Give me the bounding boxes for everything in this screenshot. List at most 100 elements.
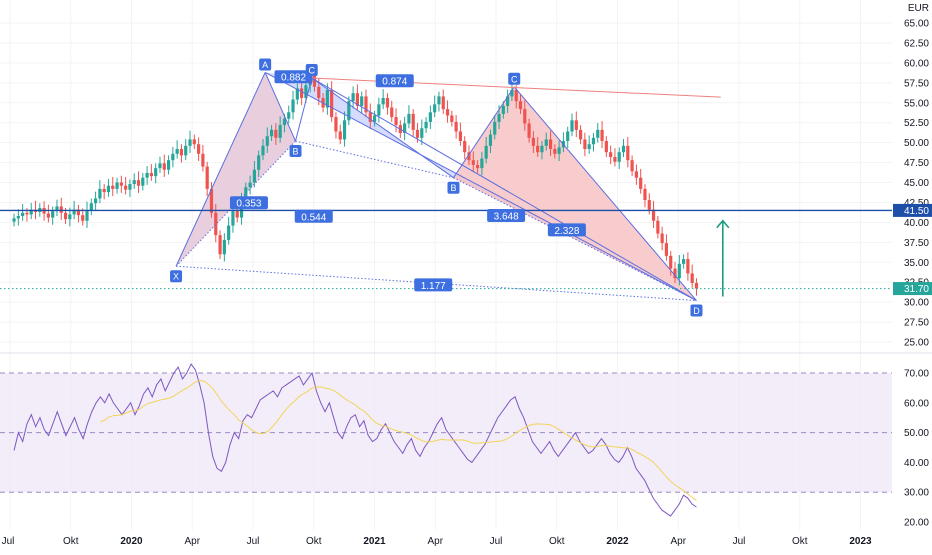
candle-body [227,225,231,240]
candle-body [166,160,171,170]
point-label: B [450,183,456,193]
candle-body [119,182,123,186]
pattern-ratio-line [176,265,697,302]
last-price-label: 31.70 [904,284,929,295]
pattern-leg-line [453,86,515,178]
price-tick-label: 57.50 [904,78,929,89]
time-tick-label: 2020 [120,536,143,547]
ratio-label-box [229,196,268,210]
candle-body [162,163,166,170]
candle-body [621,145,626,153]
candle-body [239,201,244,218]
candle-body [536,145,540,153]
candle-body [475,164,480,169]
time-tick-label: Jul [247,536,260,547]
candle-body [209,188,214,213]
candle-body [111,185,115,189]
candle-body [411,113,415,130]
ratio-label: 0.353 [236,199,261,210]
candle-body [93,198,98,204]
time-tick-label: Apr [184,536,200,547]
candle-body [265,136,269,146]
candle-body [63,212,68,220]
candle-body [415,129,420,138]
candle-body [325,89,329,108]
candle-body [85,210,89,221]
candle-body [484,145,488,159]
rsi-tick-label: 20.00 [904,518,929,529]
candle-body [660,233,664,244]
price-tick-label: 45.00 [904,178,929,189]
point-label: C [511,74,518,84]
candle-body [390,107,394,118]
candle-body [531,137,535,146]
ratio-label: 3.648 [494,211,519,222]
candle-body [450,115,454,122]
candle-body [274,129,278,138]
candle-body [291,99,295,113]
candle-body [338,131,342,140]
price-tick-label: 25.00 [904,338,929,349]
candle-body [68,214,72,220]
candle-body [578,129,583,140]
candle-body [248,182,252,188]
ratio-label-box [547,223,586,237]
time-axis: Jul Okt 2020 Apr Jul Okt 2021 Apr Jul Okt 2022 Apr J… [2,536,872,547]
candle-body [574,120,578,130]
price-tick-label: 30.00 [904,298,929,309]
candle-body [364,96,368,113]
price-tick-label: 60.00 [904,58,929,69]
time-tick-label: Okt [792,536,808,547]
candle-body [282,118,287,126]
candle-body [317,86,321,98]
price-tick-label: 62.50 [904,38,929,49]
candle-body [136,180,141,186]
candle-body [548,139,553,150]
candle-body [677,263,681,279]
candle-body [154,168,158,177]
ratio-label: 0.874 [382,77,407,88]
rsi-tick-label: 70.00 [904,369,929,380]
point-label-box [305,64,318,77]
candle-body [570,120,574,132]
point-label: D [693,306,700,316]
candle-body [433,104,437,113]
candle-body [600,129,604,142]
candle-body [12,218,16,222]
candle-body [437,96,441,105]
rsi-ma-line [100,379,697,501]
point-label: A [262,60,268,70]
ratio-label-box [375,74,414,88]
candle-body [222,239,226,255]
candle-body [330,89,334,118]
candle-body [609,152,613,157]
candle-body [175,149,179,154]
candle-body [656,220,660,234]
candle-body [596,129,600,138]
candle-body [214,212,218,236]
candle-body [25,212,29,215]
candle-body [184,145,188,156]
candle-body [347,101,351,121]
level-price-tag [893,203,932,217]
candle-body [587,144,591,150]
candle-body [81,215,85,221]
candle-body [372,115,377,122]
rsi-line [13,363,697,517]
time-tick-label: Okt [549,536,565,547]
candle-body [158,163,162,169]
candle-body [261,145,265,156]
candle-body [664,243,669,256]
rsi-tick-label: 30.00 [904,488,929,499]
ratio-label: 2.328 [554,226,579,237]
candle-body [428,112,432,122]
candle-body [686,259,690,274]
candle-body [51,211,55,218]
candle-body [544,139,548,146]
candle-body [21,212,25,216]
price-tick-label: 37.50 [904,238,929,249]
price-tick-label: 65.00 [904,19,929,30]
candle-body [368,112,372,122]
candle-body [501,105,505,114]
